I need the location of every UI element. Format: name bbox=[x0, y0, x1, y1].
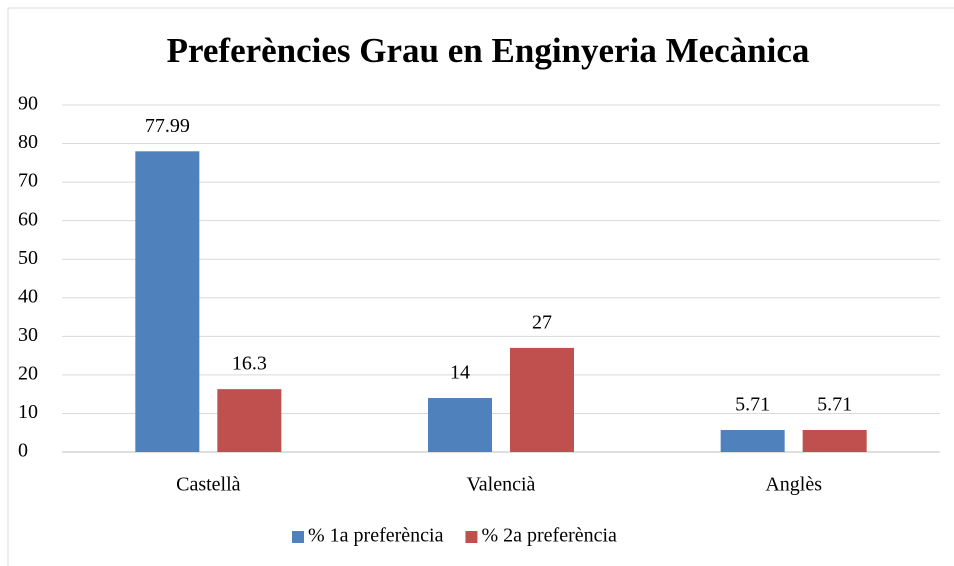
y-tick-label: 80 bbox=[18, 131, 38, 153]
y-tick-label: 50 bbox=[18, 247, 38, 269]
bar bbox=[217, 389, 282, 452]
data-label: 27 bbox=[532, 311, 552, 333]
x-tick-label: Anglès bbox=[765, 474, 822, 496]
y-tick-label: 0 bbox=[18, 440, 28, 462]
data-label: 16.3 bbox=[232, 353, 267, 375]
x-tick-label: Valencià bbox=[467, 474, 536, 496]
y-tick-label: 40 bbox=[18, 285, 38, 307]
bar bbox=[510, 347, 574, 452]
legend-swatch bbox=[465, 531, 478, 543]
x-tick-label: Castellà bbox=[176, 474, 241, 496]
y-tick-label: 60 bbox=[18, 208, 38, 230]
y-tick-label: 20 bbox=[18, 362, 38, 384]
y-tick-label: 90 bbox=[18, 93, 38, 115]
data-label: 5.71 bbox=[735, 394, 770, 416]
data-label: 5.71 bbox=[817, 394, 852, 416]
legend-swatch bbox=[292, 531, 304, 543]
legend-label: % 1a preferència bbox=[308, 525, 444, 547]
data-label: 14 bbox=[450, 362, 470, 384]
bar bbox=[135, 151, 200, 452]
bar bbox=[720, 429, 785, 452]
legend-label: % 2a preferència bbox=[481, 525, 617, 547]
y-tick-label: 10 bbox=[18, 401, 38, 423]
y-tick-label: 70 bbox=[18, 170, 38, 192]
bar bbox=[428, 398, 492, 452]
data-label: 77.99 bbox=[145, 115, 190, 137]
y-tick-label: 30 bbox=[18, 324, 38, 346]
bar bbox=[802, 429, 867, 452]
chart-title: Preferències Grau en Enginyeria Mecànica bbox=[167, 31, 810, 70]
